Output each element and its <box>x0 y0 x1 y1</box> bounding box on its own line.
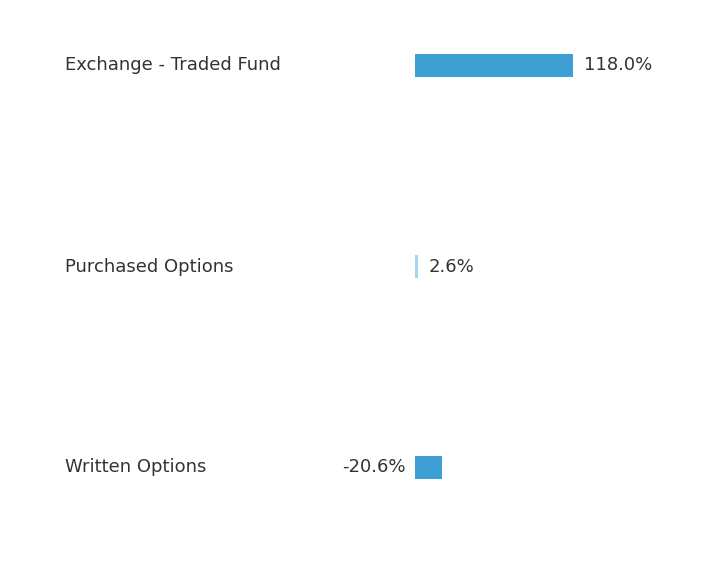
Text: Exchange - Traded Fund: Exchange - Traded Fund <box>65 56 281 74</box>
Text: Written Options: Written Options <box>65 458 206 476</box>
Text: Purchased Options: Purchased Options <box>65 257 233 276</box>
Text: 2.6%: 2.6% <box>429 257 474 276</box>
Bar <box>415 255 418 278</box>
Text: 118.0%: 118.0% <box>584 56 652 74</box>
Bar <box>415 54 573 77</box>
Bar <box>415 456 442 479</box>
Text: -20.6%: -20.6% <box>343 458 406 476</box>
